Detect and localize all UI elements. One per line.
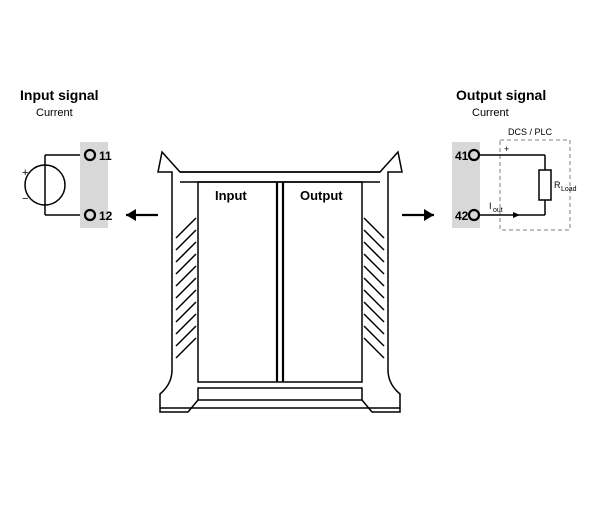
- terminal-41-label: 41: [455, 149, 469, 163]
- current-source-symbol: + −: [22, 155, 85, 215]
- device-output-label: Output: [300, 188, 343, 203]
- input-arrow: [126, 209, 158, 221]
- out-plus: +: [504, 144, 509, 154]
- input-subtitle: Current: [36, 107, 73, 119]
- terminal-12-label: 12: [99, 209, 113, 223]
- plus-sign: +: [22, 167, 28, 179]
- output-subtitle: Current: [472, 107, 509, 119]
- i-out-label: I: [489, 201, 492, 211]
- output-arrow: [402, 209, 434, 221]
- r-load-sub: Load: [561, 186, 577, 193]
- terminal-11-label: 11: [99, 149, 112, 163]
- output-title: Output signal: [456, 87, 546, 103]
- i-out-sub: out: [493, 207, 503, 214]
- device-module: [158, 152, 402, 412]
- input-title: Input signal: [20, 87, 99, 103]
- dcs-plc-box: DCS / PLC + I out R Load: [479, 127, 577, 230]
- minus-sign: −: [22, 193, 28, 205]
- terminal-42-label: 42: [455, 209, 469, 223]
- r-load-label: R: [554, 180, 561, 190]
- wiring-diagram: Input signal Current + − 11 12 Output si…: [0, 0, 596, 519]
- dcs-label: DCS / PLC: [508, 127, 553, 137]
- right-vents: [364, 218, 384, 358]
- device-input-label: Input: [215, 188, 247, 203]
- left-vents: [176, 218, 196, 358]
